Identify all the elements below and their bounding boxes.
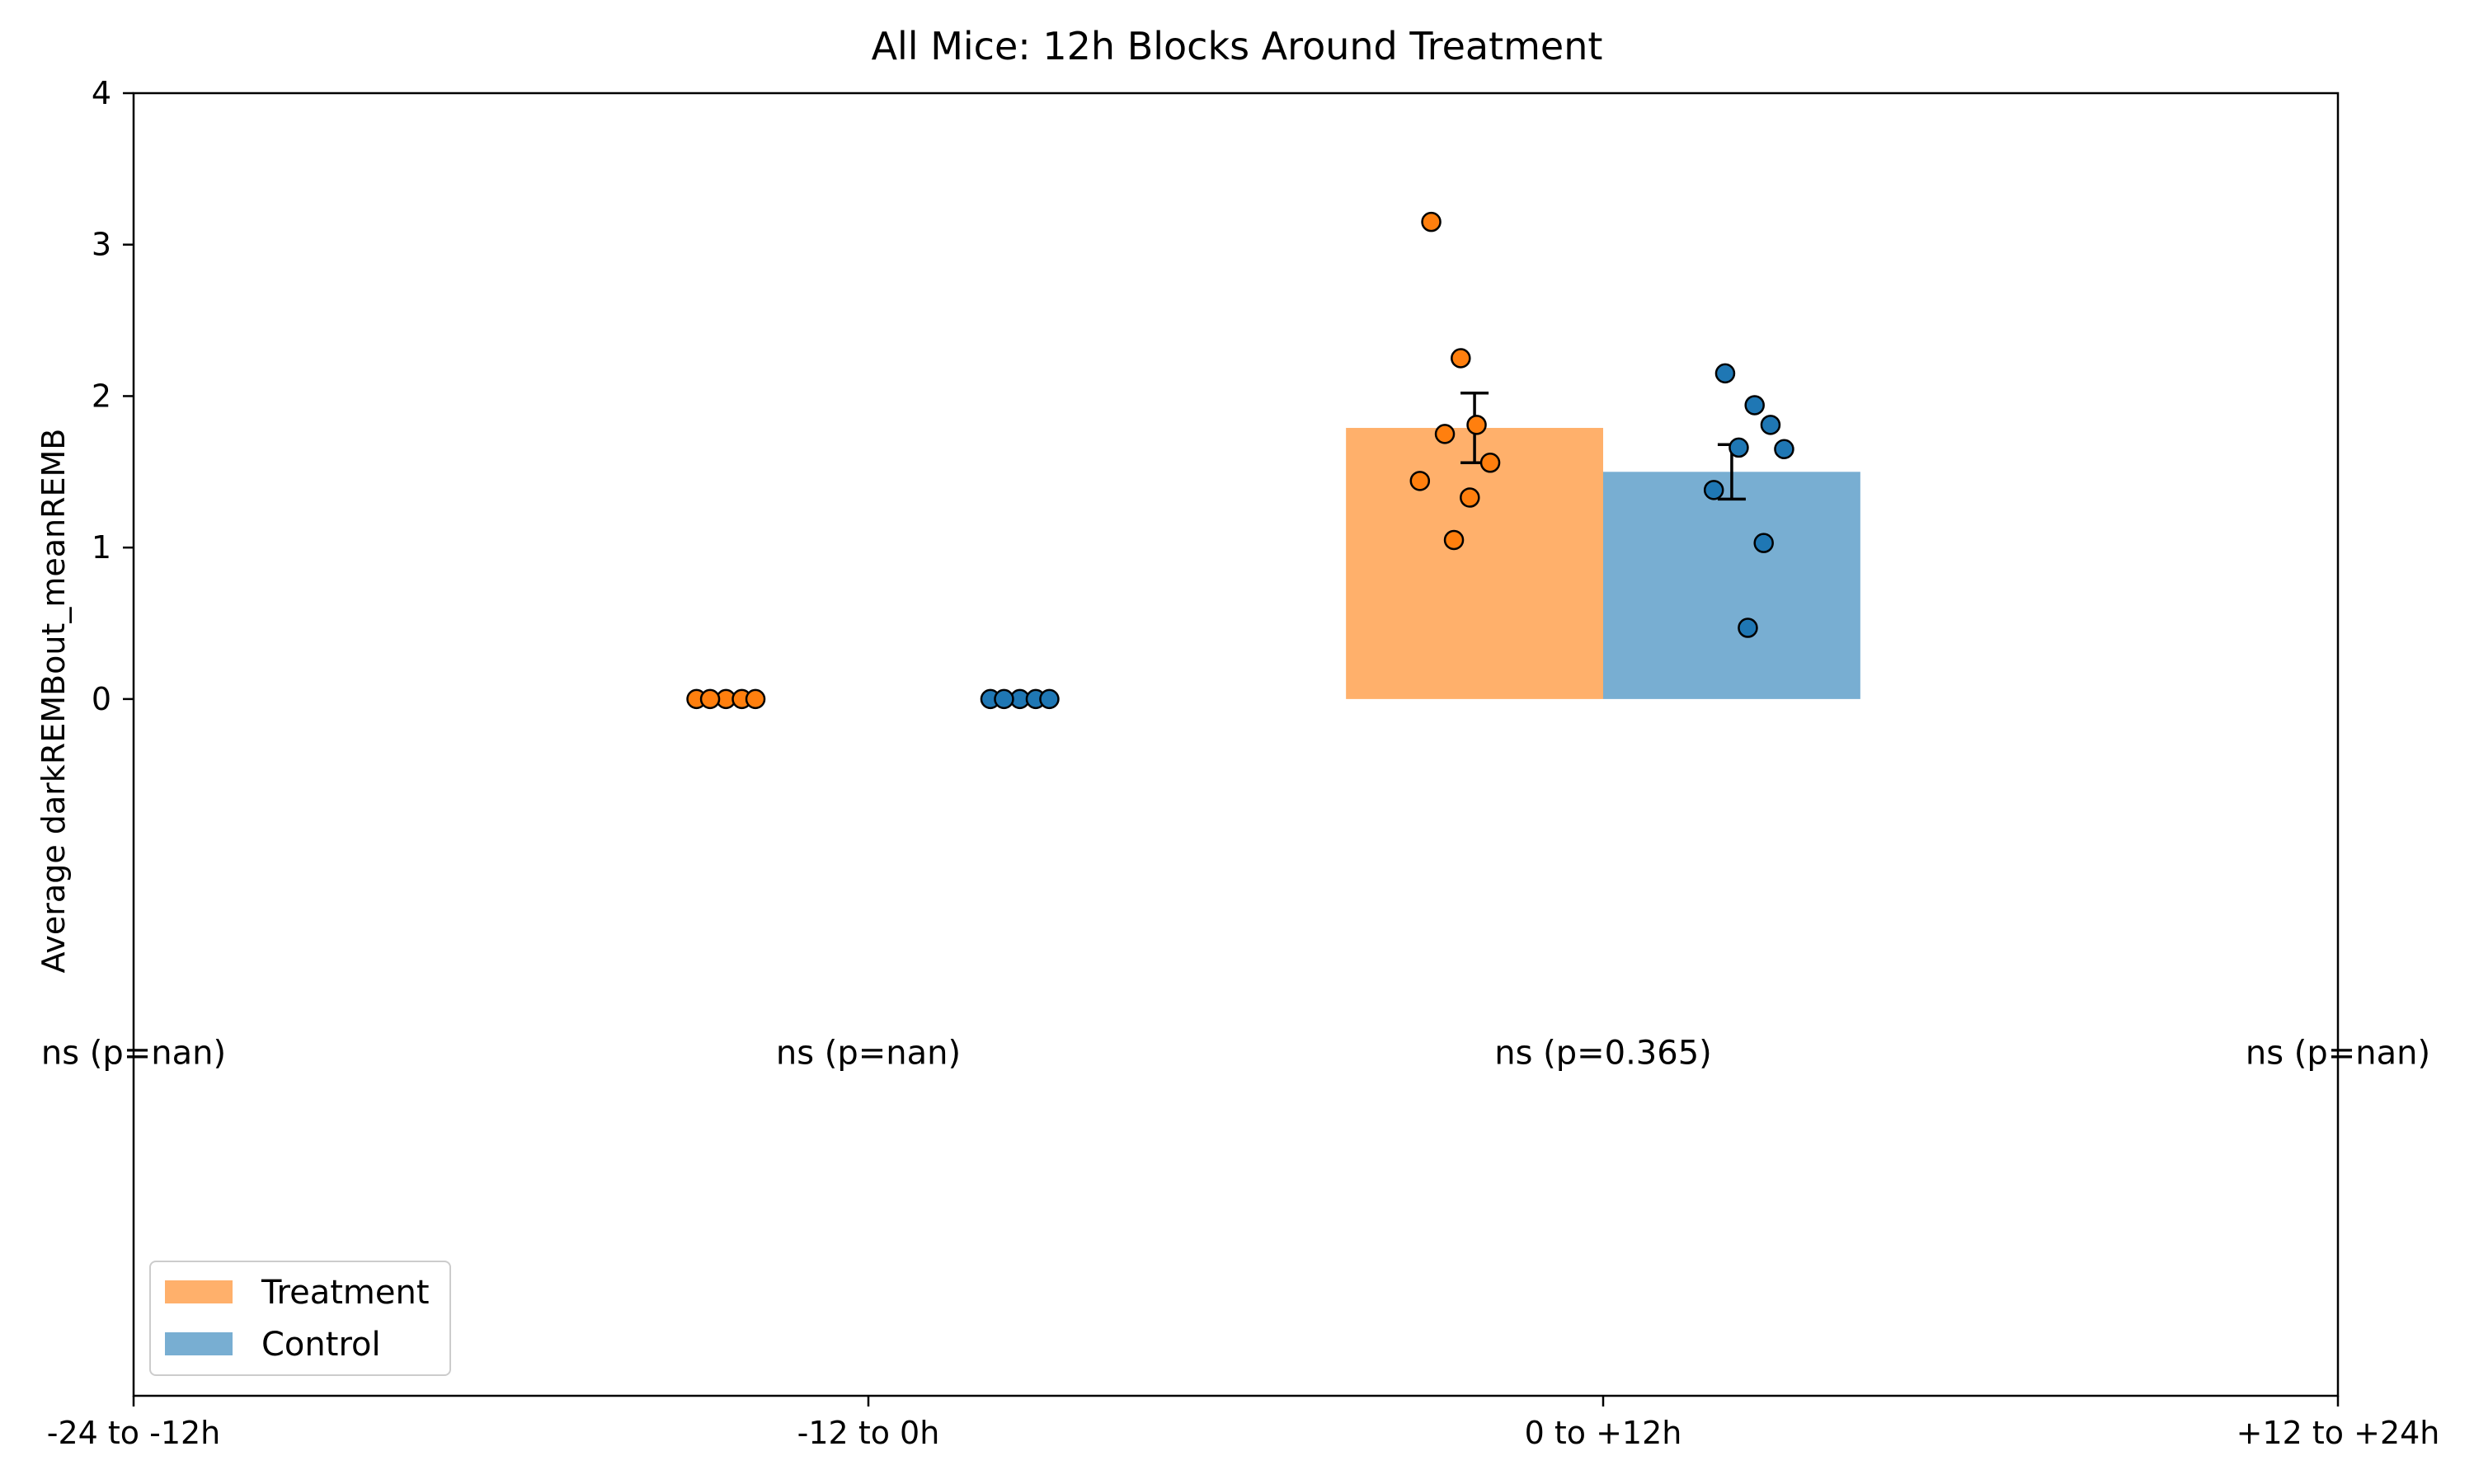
data-point-treatment: [699, 688, 721, 710]
data-point-control: [1774, 439, 1794, 459]
data-point-treatment: [1409, 471, 1431, 491]
chart-title: All Mice: 12h Blocks Around Treatment: [872, 24, 1603, 68]
x-axis-ticks: -24 to -12h -12 to 0h 0 to +12h +12 to +24h: [47, 1396, 2440, 1451]
significance-label-2: ns (p=0.365): [1494, 1035, 1712, 1073]
data-point-treatment: [1479, 453, 1501, 473]
legend-swatch-control: [165, 1332, 233, 1355]
legend-label-control: Control: [261, 1326, 381, 1364]
x-tick-label: -12 to 0h: [797, 1415, 940, 1451]
data-point-treatment: [1421, 211, 1442, 232]
y-tick-label: 3: [92, 227, 111, 263]
legend-swatch-treatment: [165, 1280, 233, 1303]
data-point-control: [1760, 415, 1781, 435]
y-axis-label: Average darkREMBout_meanREMB: [35, 429, 72, 974]
y-tick-label: 4: [92, 75, 111, 111]
bar-control-2: [1603, 472, 1860, 699]
data-point-treatment: [745, 688, 766, 710]
x-tick-label: -24 to -12h: [47, 1415, 221, 1451]
legend-label-treatment: Treatment: [261, 1274, 430, 1312]
plot-frame: [132, 92, 2340, 1397]
data-point-control: [1744, 395, 1765, 416]
legend: Treatment Control: [149, 1261, 451, 1376]
significance-label-1: ns (p=nan): [776, 1035, 961, 1073]
x-tick-label: +12 to +24h: [2236, 1415, 2440, 1451]
data-point-treatment: [1443, 529, 1465, 551]
data-point-control: [1738, 618, 1758, 638]
data-point-control: [1703, 480, 1724, 500]
data-point-treatment: [1466, 415, 1487, 435]
bar-treatment-2: [1346, 428, 1603, 699]
y-axis-ticks: 0 1 2 3 4: [92, 75, 134, 717]
y-tick-label: 1: [92, 529, 111, 566]
data-point-control: [1039, 688, 1060, 710]
y-tick-label: 2: [92, 378, 111, 414]
data-point-treatment: [1460, 487, 1480, 508]
data-point-treatment: [1451, 348, 1471, 369]
data-point-control: [1753, 533, 1774, 553]
data-point-control: [1714, 363, 1736, 384]
data-point-control: [994, 688, 1014, 710]
data-point-control: [1729, 437, 1749, 458]
data-point-treatment: [1434, 424, 1456, 444]
y-tick-label: 0: [92, 681, 111, 717]
points-layer: [686, 211, 1794, 710]
x-tick-label: 0 to +12h: [1525, 1415, 1682, 1451]
bars-layer: [1346, 428, 1860, 699]
